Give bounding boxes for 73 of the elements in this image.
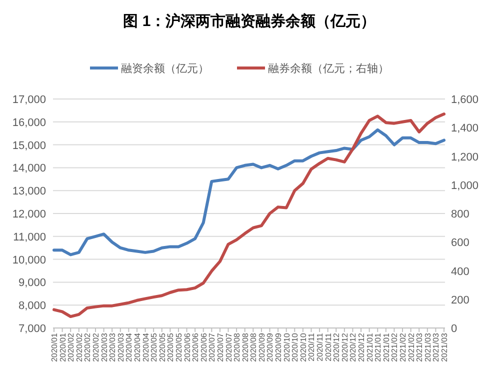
x-tick-label: 2020/11	[316, 332, 325, 362]
x-tick-label: 2020/11	[307, 332, 316, 362]
y-tick-label: 12,000	[12, 208, 46, 220]
line-series	[52, 112, 446, 318]
y2-tick-label: 400	[451, 266, 470, 278]
y2-tick-label: 1,400	[451, 122, 479, 135]
x-tick-label: 2020/09	[266, 332, 275, 362]
y-tick-label: 16,000	[12, 116, 46, 129]
x-tick-label: 2020/03	[100, 332, 109, 362]
y-tick-label: 15,000	[12, 140, 46, 152]
y-tick-label: 11,000	[13, 231, 46, 244]
x-tick-label: 2020/02	[74, 332, 84, 362]
x-tick-label: 2020/10	[290, 332, 300, 362]
y-tick-label: 10,000	[12, 254, 46, 266]
y-tick-label: 8,000	[18, 300, 46, 312]
x-tick-label: 2020/09	[257, 332, 266, 362]
y-tick-label: 17,000	[12, 94, 46, 106]
y-tick-label: 9,000	[18, 277, 46, 290]
y2-tick-label: 800	[451, 208, 470, 220]
x-tick-label: 2021/03	[415, 332, 424, 362]
x-tick-label: 2020/08	[249, 332, 258, 362]
y-tick-label: 14,000	[12, 162, 46, 175]
x-tick-label: 2020/06	[191, 332, 200, 362]
x-tick-label: 2021/01	[382, 332, 391, 362]
x-tick-label: 2020/04	[132, 332, 142, 362]
x-tick-label: 2020/07	[208, 332, 217, 362]
x-tick-label: 2020/08	[232, 332, 242, 362]
x-tick-label: 2020/12	[332, 332, 342, 362]
x-tick-label: 2020/05	[150, 332, 159, 362]
x-tick-label: 2020/07	[224, 332, 234, 362]
x-tick-label: 2020/08	[240, 332, 250, 362]
x-tick-label: 2020/09	[274, 332, 284, 362]
y-tick-label: 13,000	[12, 186, 46, 198]
x-tick-label: 2020/07	[216, 332, 225, 362]
chart-title: 图 1：沪深两市融资融券余额（亿元）	[123, 12, 376, 30]
legend-label: 融资余额（亿元）	[121, 62, 209, 75]
x-tick-label: 2021/02	[406, 332, 416, 362]
x-tick-label: 2020/02	[66, 332, 76, 362]
x-tick-label: 2020/12	[340, 332, 350, 362]
x-tick-label: 2020/05	[158, 332, 167, 362]
x-tick-label: 2021/03	[440, 332, 449, 362]
x-tick-label: 2020/05	[166, 332, 176, 362]
x-tick-label: 2020/01	[58, 332, 68, 362]
y-tick-label: 7,000	[18, 323, 46, 335]
y2-tick-label: 1,200	[451, 151, 479, 164]
x-tick-label: 2021/02	[398, 332, 408, 362]
x-tick-label: 2020/03	[116, 332, 126, 362]
x-tick-label: 2020/03	[108, 332, 118, 362]
y2-tick-label: 1,600	[451, 94, 479, 106]
x-tick-label: 2020/01	[50, 332, 59, 362]
x-tick-label: 2020/02	[83, 332, 92, 362]
x-tick-label: 2020/04	[141, 332, 150, 362]
x-tick-label: 2020/05	[174, 332, 184, 362]
x-tick-label: 2020/12	[348, 332, 358, 362]
legend-label: 融券余额（亿元；右轴）	[268, 62, 389, 75]
x-tick-label: 2020/06	[199, 332, 208, 362]
x-tick-label: 2021/01	[365, 332, 374, 362]
y2-tick-label: 1,000	[451, 180, 479, 192]
x-tick-label: 2020/10	[298, 332, 308, 362]
x-tick-label: 2020/11	[324, 332, 333, 362]
x-tick-label: 2020/04	[124, 332, 134, 362]
x-tick-label: 2021/03	[423, 332, 432, 362]
line-series	[52, 128, 446, 256]
y2-tick-label: 600	[451, 237, 470, 250]
x-tick-label: 2021/03	[432, 332, 441, 362]
x-tick-label: 2020/12	[357, 332, 366, 362]
x-tick-label: 2020/10	[282, 332, 292, 362]
x-tick-label: 2020/02	[91, 332, 100, 362]
x-tick-label: 2021/02	[390, 332, 400, 362]
x-tick-label: 2020/06	[182, 332, 192, 362]
y2-tick-label: 0	[451, 323, 458, 335]
y2-tick-label: 200	[451, 294, 470, 306]
x-tick-label: 2021/01	[374, 332, 383, 362]
